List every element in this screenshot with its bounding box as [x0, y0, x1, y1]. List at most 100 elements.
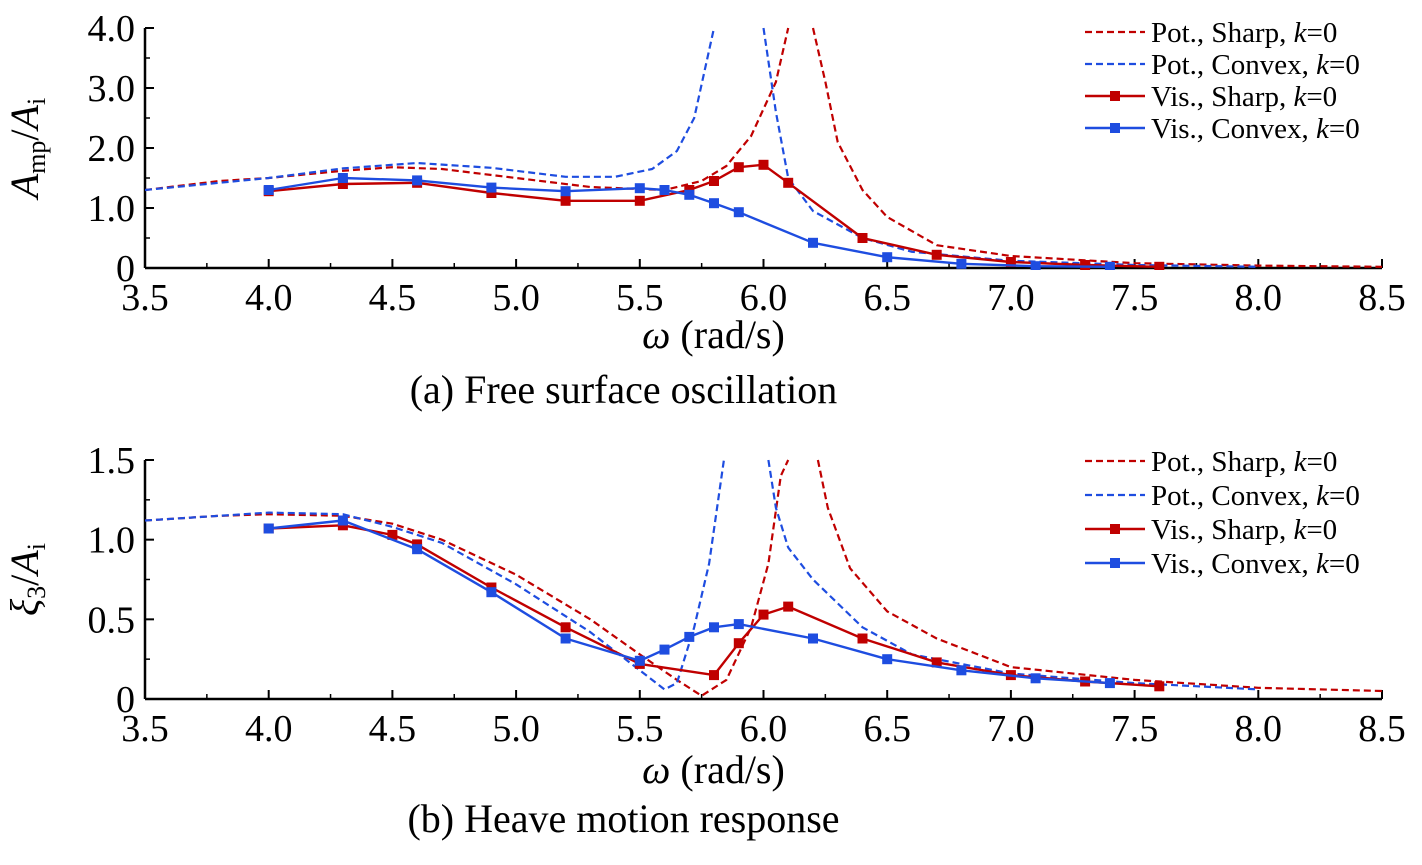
- data-point: [634, 183, 645, 194]
- data-point: [659, 185, 670, 195]
- x-tick-label: 8.5: [1358, 708, 1406, 750]
- data-point: [1154, 681, 1165, 692]
- series-line-segment: [811, 27, 1382, 268]
- x-tick-label: 7.5: [1111, 277, 1159, 319]
- y-axis-label: Amp/Ai: [2, 98, 51, 201]
- legend-marker: [1110, 91, 1120, 101]
- data-point: [1080, 260, 1091, 270]
- series-2: [263, 159, 1165, 270]
- data-point: [486, 182, 497, 193]
- legend-marker: [1110, 558, 1120, 568]
- x-tick-label: 4.0: [245, 277, 293, 319]
- series-3: [263, 515, 1115, 689]
- legend-label: Vis., Sharp, k=0: [1151, 81, 1337, 113]
- data-point: [486, 587, 497, 598]
- legend-label: Pot., Sharp, k=0: [1151, 446, 1337, 478]
- data-point: [857, 633, 868, 644]
- series-line-segment: [145, 459, 790, 697]
- legend-label: Pot., Convex, k=0: [1151, 480, 1360, 512]
- legend-label: Vis., Convex, k=0: [1151, 113, 1360, 145]
- x-tick-label: 8.0: [1235, 277, 1283, 319]
- legend-label: Pot., Convex, k=0: [1151, 49, 1360, 81]
- x-axis-label: ω (rad/s): [642, 312, 785, 357]
- x-tick-label: 7.0: [987, 708, 1035, 750]
- x-tick-label: 5.5: [616, 708, 664, 750]
- data-point: [758, 159, 769, 170]
- x-tick-label: 7.0: [987, 277, 1035, 319]
- x-tick-label: 5.0: [492, 277, 540, 319]
- x-tick-label: 3.5: [121, 708, 169, 750]
- x-axis-label: ω (rad/s): [642, 747, 785, 792]
- data-point: [733, 162, 744, 173]
- data-point: [733, 619, 744, 630]
- data-point: [709, 198, 719, 209]
- data-point: [956, 665, 967, 676]
- x-tick-label: 6.5: [863, 277, 911, 319]
- data-point: [808, 237, 818, 248]
- data-point: [783, 177, 794, 188]
- data-point: [263, 523, 274, 534]
- data-point: [337, 515, 348, 526]
- series-line-segment: [767, 459, 1259, 691]
- series-line: [268, 524, 1160, 688]
- data-point: [486, 188, 497, 198]
- y-tick-label: 0: [116, 679, 135, 721]
- data-point: [758, 609, 769, 620]
- data-point: [1104, 678, 1115, 689]
- y-axis-label: ξ3/Ai: [2, 543, 51, 616]
- y-tick-label: 1.5: [88, 440, 136, 482]
- data-point: [733, 638, 744, 649]
- y-tick-label: 1.0: [88, 520, 136, 562]
- data-point: [412, 175, 423, 186]
- series-line-segment: [145, 27, 716, 192]
- x-tick-label: 5.0: [492, 708, 540, 750]
- data-point: [1005, 257, 1016, 267]
- x-tick-label: 6.0: [740, 277, 788, 319]
- data-point: [684, 631, 695, 642]
- x-tick-label: 6.5: [863, 708, 911, 750]
- legend-label: Pot., Sharp, k=0: [1151, 17, 1337, 49]
- data-point: [560, 633, 571, 644]
- data-point: [1030, 261, 1041, 270]
- legend-marker: [1110, 123, 1120, 133]
- series-line-segment: [145, 459, 725, 691]
- data-point: [882, 654, 893, 665]
- series-line-segment: [816, 459, 1382, 693]
- data-point: [882, 252, 893, 263]
- data-point: [808, 633, 818, 644]
- data-point: [634, 195, 645, 206]
- plot-area: [145, 27, 1382, 270]
- x-tick-label: 6.0: [740, 708, 788, 750]
- panel-a: 3.5 4.0 4.5 5.0 5.5 6.0 6.5 7.0 7.5 8.0 8.5 0 1.0 2.0…: [2, 8, 1406, 412]
- panel-caption: (a) Free surface oscillation: [410, 367, 838, 412]
- x-tick-label: 4.0: [245, 708, 293, 750]
- data-point: [783, 601, 794, 612]
- data-point: [337, 173, 348, 183]
- y-tick-label: 4.0: [88, 8, 136, 50]
- series-2: [263, 520, 1165, 692]
- y-tick-label: 0.5: [88, 599, 136, 641]
- data-point: [709, 176, 719, 186]
- panel-b: 3.5 4.0 4.5 5.0 5.5 6.0 6.5 7.0 7.5 8.0 8.5 0 0.5 1.0…: [2, 440, 1406, 841]
- data-point: [337, 179, 348, 189]
- data-point: [733, 207, 744, 218]
- series-3: [263, 173, 1115, 270]
- data-point: [560, 195, 571, 206]
- x-tick-label: 5.5: [616, 277, 664, 319]
- x-tick-label: 4.5: [369, 277, 417, 319]
- series-line: [268, 519, 1110, 685]
- data-point: [263, 185, 274, 195]
- plot-area: [145, 459, 1382, 697]
- y-tick-label: 3.0: [88, 68, 136, 110]
- data-point: [560, 622, 571, 633]
- panel-caption: (b) Heave motion response: [407, 796, 839, 841]
- x-tick-label: 8.0: [1235, 708, 1283, 750]
- y-tick-label: 2.0: [88, 128, 136, 170]
- data-point: [684, 189, 695, 200]
- data-point: [387, 529, 398, 540]
- legend-label: Vis., Sharp, k=0: [1151, 514, 1337, 546]
- data-point: [709, 670, 719, 681]
